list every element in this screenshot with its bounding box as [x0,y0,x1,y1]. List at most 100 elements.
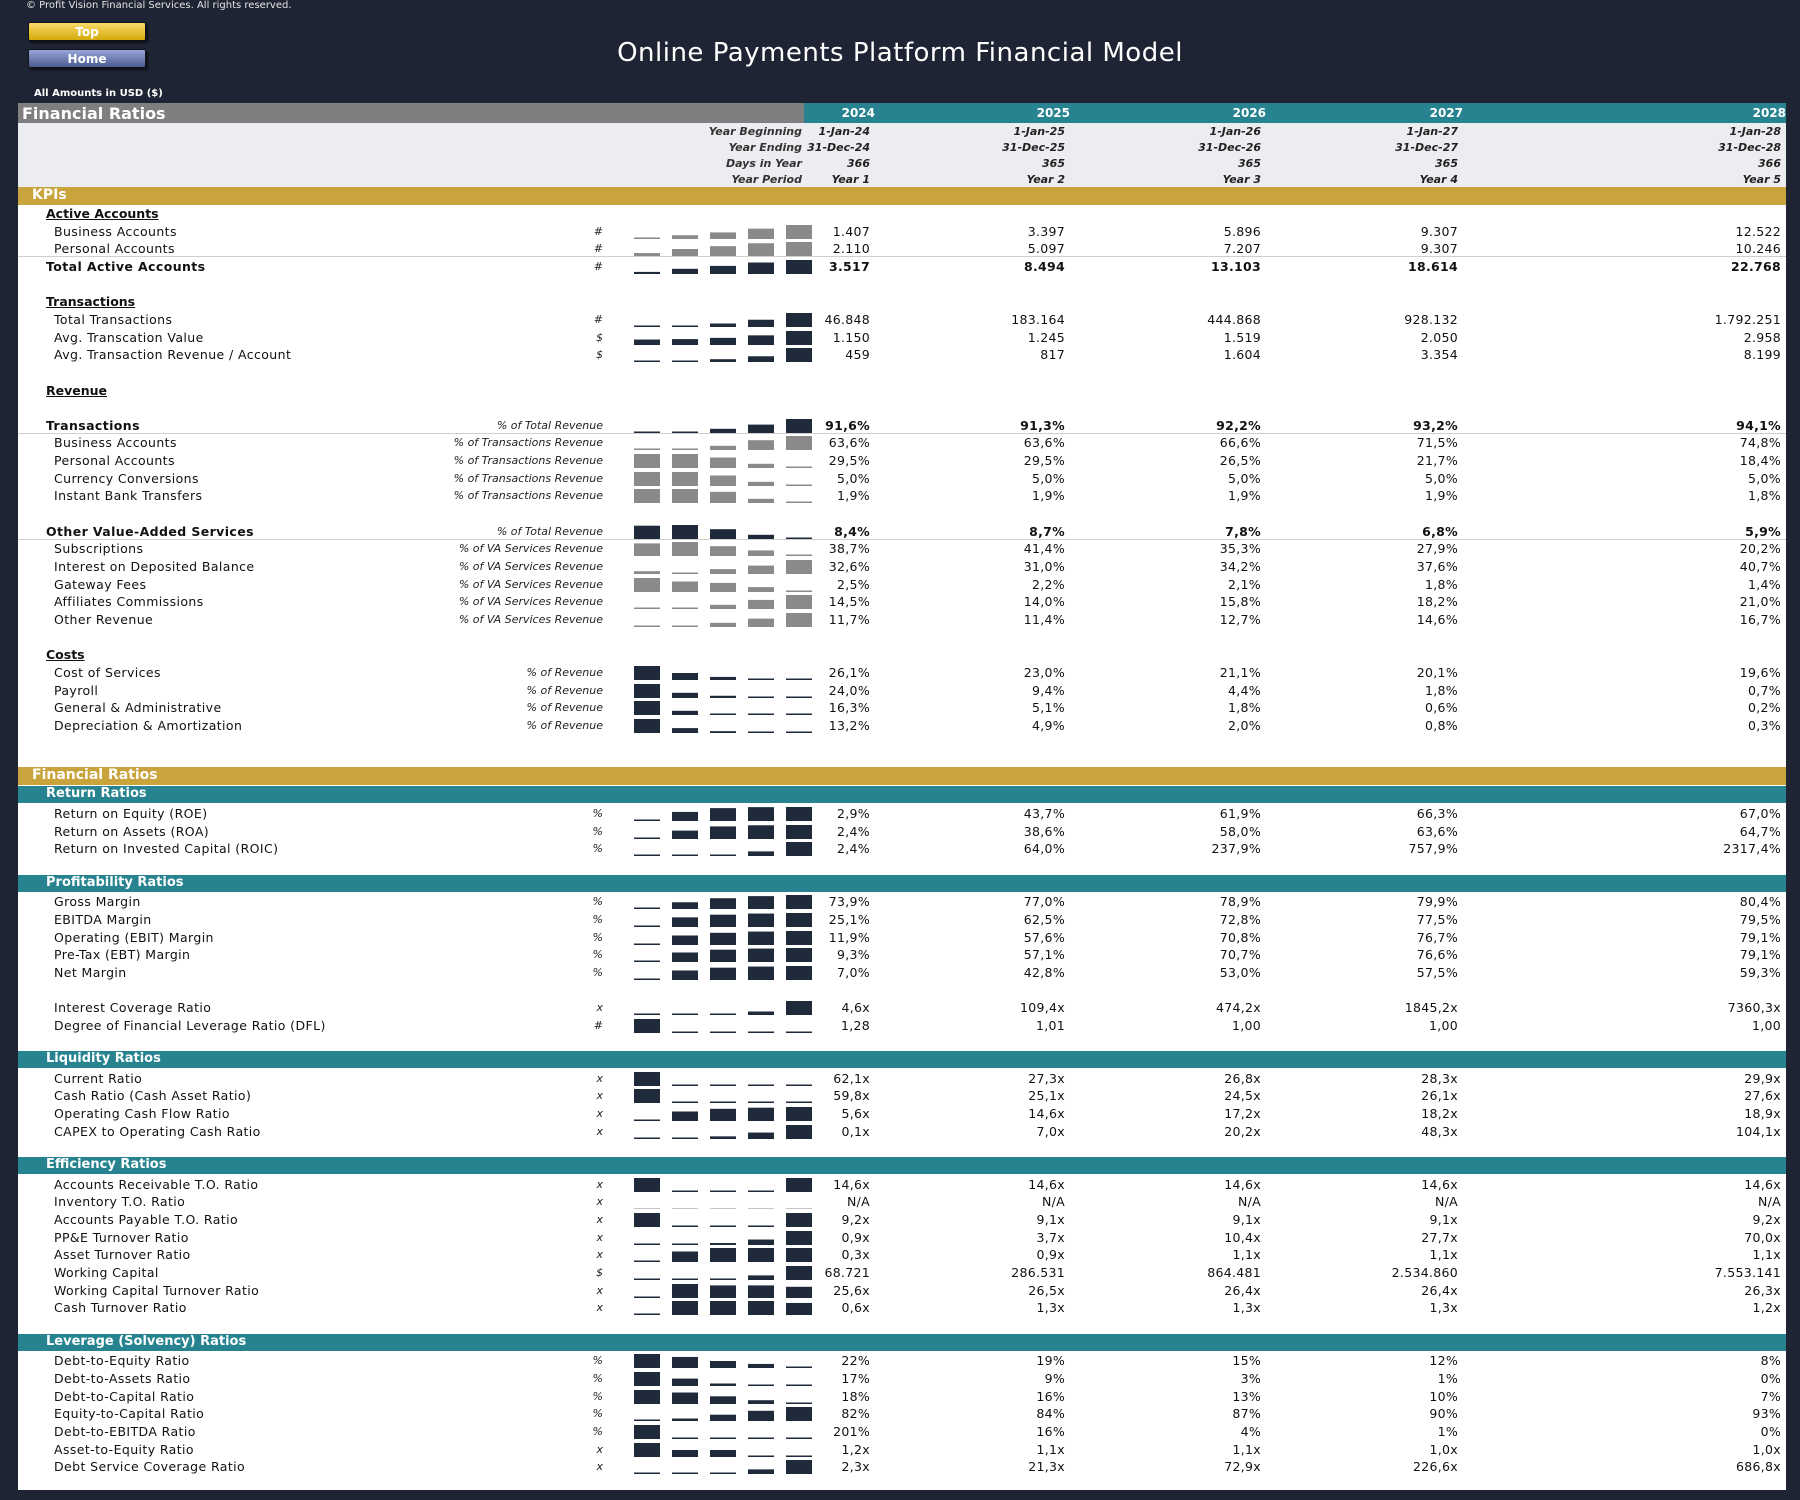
ratios-sheet: Financial Ratios 2024 2025 2026 2027 2028 Ye… [18,103,1786,1490]
business-accounts-label: Business Accounts [54,224,177,239]
sparkline-bar [634,1425,660,1439]
unit-label: % of Total Revenue [496,525,603,538]
sparkline-bar [710,569,736,574]
home-button[interactable]: Home [28,49,146,68]
sparkline-bar [786,842,812,856]
value-2028: 18,9x [1744,1106,1781,1121]
sparkline-bar [748,1190,774,1192]
table-row: Debt Service Coverage Ratio x 2,3x 21,3x 72,… [18,1458,1786,1475]
sparkline-bar [786,731,812,733]
sparkline-bar [748,1285,774,1298]
sparkline-bar [710,1383,736,1386]
sparkline-bar [672,448,698,450]
working-capital-label: Working Capital [54,1265,159,1280]
sparkline-bar [634,960,660,962]
sparkline-bar [634,943,660,945]
sparkline-bar [748,931,774,945]
sparkline [634,1301,812,1315]
sparkline-bar [786,895,812,909]
sparkline-bar [748,1107,774,1121]
value-2026: 58,0% [1219,824,1261,839]
header-years-band: 2024 2025 2026 2027 2028 [804,103,1786,123]
value-2025: 5.097 [1027,241,1065,256]
value-2028: 16,7% [1739,612,1781,627]
sparkline-bar [672,1378,698,1386]
value-2027: 71,5% [1416,435,1458,450]
sparkline-bar [634,1137,660,1139]
value-2028: 8% [1760,1353,1781,1368]
sparkline-bar [786,948,812,962]
unit-label: x [596,1460,603,1473]
sparkline-bar [710,529,736,539]
transactions-heading: Transactions [46,294,136,309]
value-2028: 22.768 [1730,259,1781,274]
value-2026: 4,4% [1228,683,1261,698]
sparkline [634,1107,812,1121]
table-row: Total Transactions #46.848 183.164 444.868 9… [18,311,1786,328]
sparkline-bar [710,1437,736,1439]
sparkline [634,331,812,345]
sparkline-bar [786,1031,812,1033]
section-heading-row: Revenue [18,382,1786,399]
gross-margin-label: Gross Margin [54,894,141,909]
sparkline-bar [786,825,812,839]
sparkline-bar [672,1472,698,1474]
sparkline-bar [786,554,812,556]
sparkline-bar [672,1137,698,1139]
table-row: Affiliates Commissions % of VA Services R… [18,593,1786,610]
table-row: Debt-to-EBITDA Ratio% 201% 16% 4% 1% 0% [18,1423,1786,1440]
sparkline-bar [672,1225,698,1227]
sparkline-bar [748,1363,774,1368]
value-2024: 11,7% [828,612,870,627]
value-2024: 1.407 [832,224,870,239]
sparkline-bar [634,472,660,486]
sparkline-bar [634,1419,660,1421]
value-2026: 2,1% [1228,577,1261,592]
sparkline-bar [710,1108,736,1121]
unit-label: % of Revenue [526,701,603,714]
value-2024: 2,9% [837,806,870,821]
value-2024: 16,3% [828,700,870,715]
unit-label: x [596,1125,603,1138]
meta-days-in-year-value: 366 [847,157,870,170]
sparkline-bar [634,1278,660,1280]
meta-year-period-value: Year 4 [1419,173,1458,186]
sparkline-bar [634,1390,660,1404]
sparkline-bar [748,807,774,821]
sparkline-bar [748,731,774,733]
sparkline-bar [710,914,736,927]
value-2027: 66,3% [1416,806,1458,821]
sparkline-bar [634,1089,660,1103]
pre-tax-ebt-margin-label: Pre-Tax (EBT) Margin [54,947,191,962]
meta-year-beginning-value: 1-Jan-28 [1729,125,1781,138]
sparkline-bar [748,1225,774,1227]
table-row: Operating (EBIT) Margin% 11,9% 57,6% 70,8% 7… [18,929,1786,946]
value-2026: 72,9x [1224,1459,1261,1474]
sparkline-bar [786,348,812,362]
value-2024: 3.517 [828,259,870,274]
value-2026: 34,2% [1219,559,1261,574]
sparkline [634,472,812,486]
value-2024: 32,6% [828,559,870,574]
top-button[interactable]: Top [28,22,146,41]
sparkline-bar [710,1248,736,1262]
sparkline-bar [786,1302,812,1315]
active-accounts-heading: Active Accounts [46,206,159,221]
value-2028: 686,8x [1736,1459,1781,1474]
table-row: Net Margin% 7,0% 42,8% 53,0% 57,5% 59,3% [18,964,1786,981]
meta-year-ending-value: 31-Dec-25 [1002,141,1065,154]
sparkline-bar [672,1356,698,1368]
sparkline-bar [786,1107,812,1121]
unit-label: # [593,260,603,273]
value-2028: 93% [1752,1406,1781,1421]
sparkline-bar [710,457,736,468]
sparkline-bar [786,913,812,927]
value-2028: 0,2% [1748,700,1781,715]
value-2025: 0,9x [1036,1247,1065,1262]
value-2025: 8.494 [1023,259,1065,274]
sparkline-bar [786,260,812,274]
table-row: Working Capital Turnover Ratio x 25,6x 26,5… [18,1282,1786,1299]
debt-to-assets-ratio-label: Debt-to-Assets Ratio [54,1371,191,1386]
sparkline-bar [748,1400,774,1404]
unit-label: x [596,1089,603,1102]
